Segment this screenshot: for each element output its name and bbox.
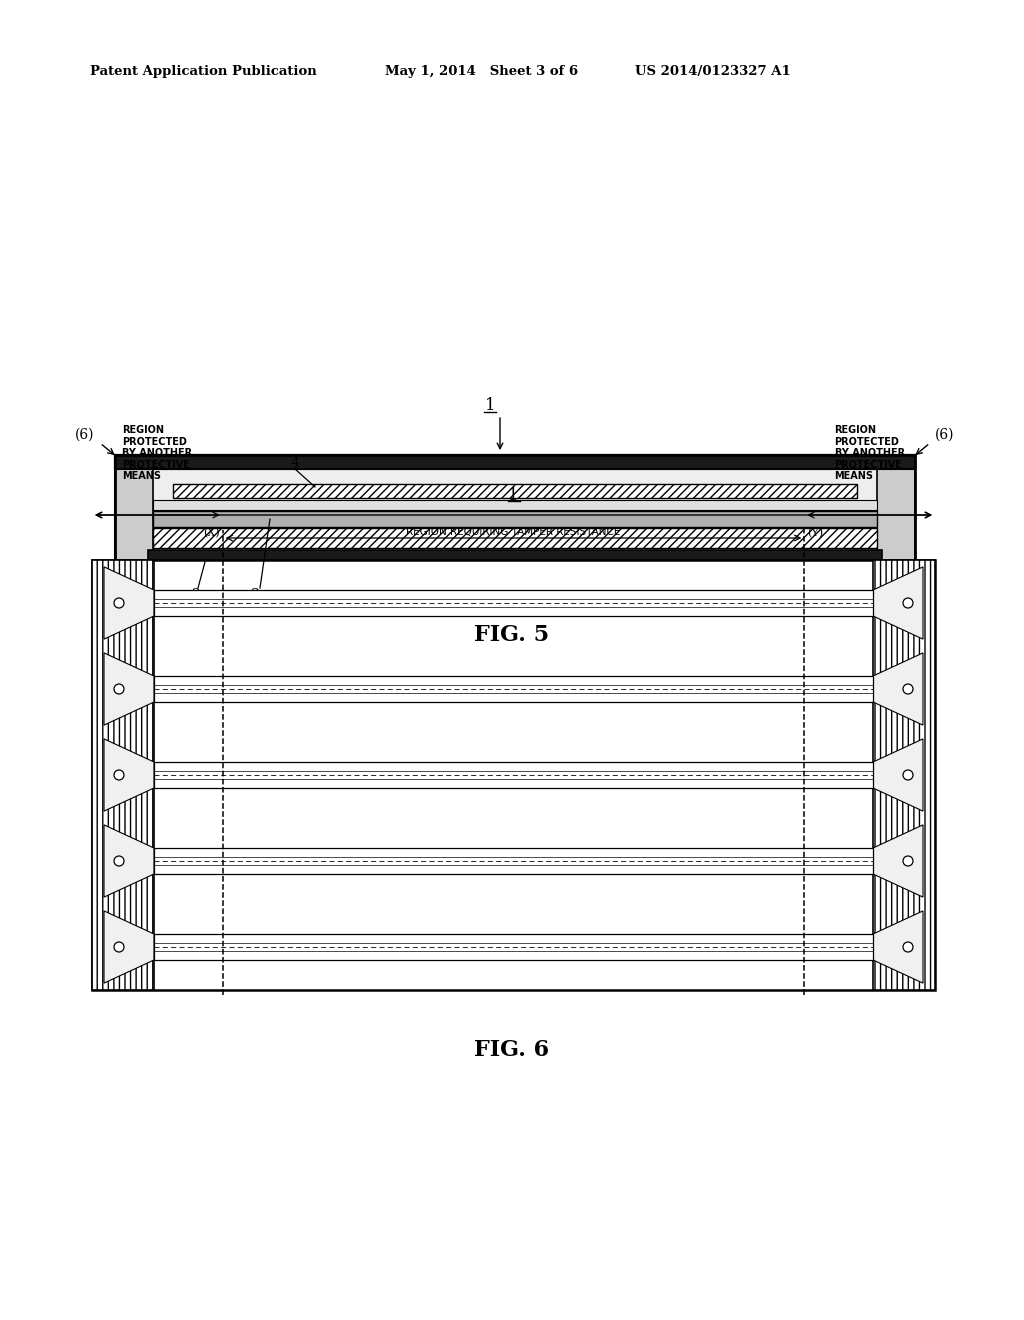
Bar bbox=[154, 590, 873, 616]
Polygon shape bbox=[104, 653, 154, 725]
Text: 1: 1 bbox=[508, 487, 519, 503]
Text: May 1, 2014   Sheet 3 of 6: May 1, 2014 Sheet 3 of 6 bbox=[385, 66, 579, 78]
Text: REGION REQUIRING TAMPER RESISTANCE: REGION REQUIRING TAMPER RESISTANCE bbox=[407, 527, 621, 537]
Polygon shape bbox=[873, 566, 923, 639]
Polygon shape bbox=[873, 653, 923, 725]
Circle shape bbox=[114, 598, 124, 609]
Bar bbox=[115, 455, 915, 570]
Circle shape bbox=[903, 684, 913, 694]
Polygon shape bbox=[104, 911, 154, 983]
Text: (6): (6) bbox=[935, 428, 954, 442]
Polygon shape bbox=[873, 739, 923, 810]
Text: 1: 1 bbox=[484, 396, 496, 413]
Polygon shape bbox=[104, 739, 154, 810]
Text: US 2014/0123327 A1: US 2014/0123327 A1 bbox=[635, 66, 791, 78]
Polygon shape bbox=[873, 825, 923, 898]
Bar bbox=[153, 511, 877, 527]
Bar bbox=[92, 560, 154, 990]
Bar bbox=[154, 762, 873, 788]
Text: REGION
PROTECTED
BY ANOTHER
PROTECTIVE
MEANS: REGION PROTECTED BY ANOTHER PROTECTIVE M… bbox=[835, 425, 905, 482]
Circle shape bbox=[903, 598, 913, 609]
Circle shape bbox=[114, 855, 124, 866]
Text: FIG. 5: FIG. 5 bbox=[474, 624, 550, 645]
Text: REGION
PROTECTED
BY ANOTHER
PROTECTIVE
MEANS: REGION PROTECTED BY ANOTHER PROTECTIVE M… bbox=[122, 425, 193, 482]
Text: 2: 2 bbox=[190, 587, 200, 602]
Text: 4: 4 bbox=[291, 455, 299, 470]
Bar bbox=[115, 455, 915, 570]
Bar bbox=[153, 500, 877, 510]
Bar bbox=[115, 455, 915, 469]
Text: (X): (X) bbox=[203, 528, 220, 539]
Bar bbox=[154, 676, 873, 702]
Text: (6): (6) bbox=[75, 428, 95, 442]
Circle shape bbox=[903, 942, 913, 952]
Circle shape bbox=[114, 684, 124, 694]
Polygon shape bbox=[104, 566, 154, 639]
Bar bbox=[154, 935, 873, 960]
Bar bbox=[153, 528, 877, 548]
Bar bbox=[873, 560, 935, 990]
Text: Patent Application Publication: Patent Application Publication bbox=[90, 66, 316, 78]
Bar bbox=[877, 455, 915, 570]
Polygon shape bbox=[104, 825, 154, 898]
Text: FIG. 6: FIG. 6 bbox=[474, 1039, 550, 1061]
Bar bbox=[115, 455, 153, 570]
Bar bbox=[154, 847, 873, 874]
Text: 3: 3 bbox=[251, 587, 259, 602]
Circle shape bbox=[903, 770, 913, 780]
Circle shape bbox=[114, 770, 124, 780]
Circle shape bbox=[903, 855, 913, 866]
Polygon shape bbox=[873, 911, 923, 983]
Bar bbox=[148, 550, 882, 568]
Text: (Y): (Y) bbox=[807, 528, 823, 539]
Bar bbox=[92, 560, 935, 990]
Circle shape bbox=[114, 942, 124, 952]
Bar bbox=[173, 484, 857, 498]
Bar bbox=[115, 455, 915, 469]
